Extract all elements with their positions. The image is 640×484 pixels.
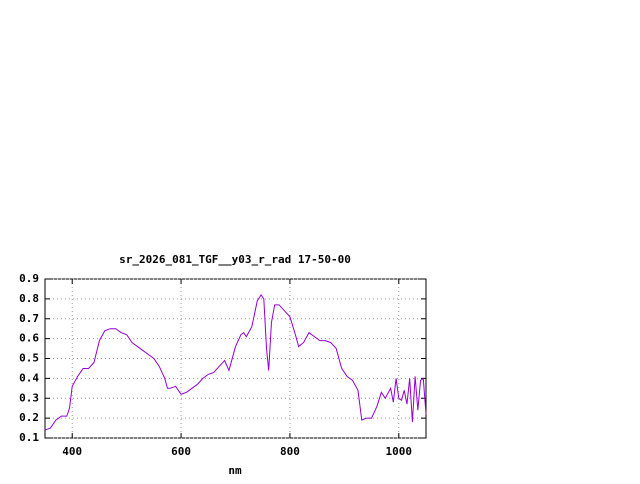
x-tick-label: 1000 — [386, 445, 413, 458]
data-line — [44, 293, 427, 431]
y-tick-label: 0.5 — [19, 352, 39, 365]
y-tick-label: 0.4 — [19, 371, 39, 384]
x-tick-label: 400 — [62, 445, 82, 458]
y-tick-label: 0.8 — [19, 292, 39, 305]
chart-title: sr_2026_081_TGF__y03_r_rad 17-50-00 — [119, 253, 351, 266]
x-tick-label: 600 — [171, 445, 191, 458]
plot-frame — [44, 278, 427, 439]
y-tick-label: 0.7 — [19, 312, 39, 325]
y-tick-label: 0.6 — [19, 332, 39, 345]
y-tick-label: 0.2 — [19, 411, 39, 424]
y-tick-label: 0.1 — [19, 431, 39, 444]
y-tick-label: 0.3 — [19, 391, 39, 404]
x-axis-label: nm — [228, 464, 242, 477]
y-tick-label: 0.9 — [19, 272, 39, 285]
x-tick-label: 800 — [280, 445, 300, 458]
